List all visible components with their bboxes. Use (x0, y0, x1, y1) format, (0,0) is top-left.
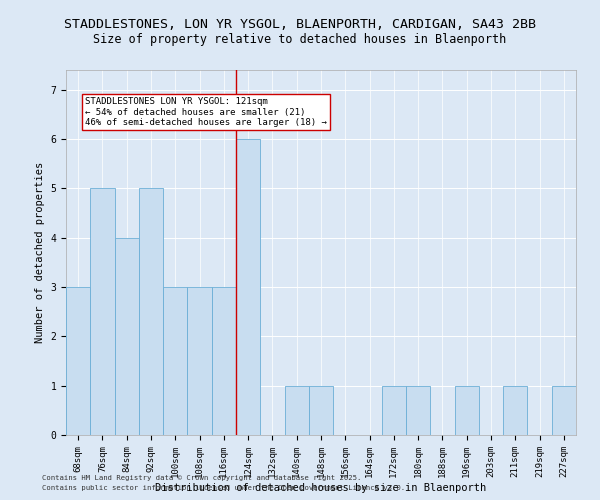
Bar (455, 386, 479, 435)
Y-axis label: Number of detached properties: Number of detached properties (35, 162, 45, 343)
Bar (163, 287, 187, 435)
Bar (236, 139, 260, 435)
Text: Size of property relative to detached houses in Blaenporth: Size of property relative to detached ho… (94, 32, 506, 46)
Bar (309, 386, 333, 435)
Bar (187, 287, 212, 435)
X-axis label: Distribution of detached houses by size in Blaenporth: Distribution of detached houses by size … (155, 482, 487, 492)
Bar (139, 188, 163, 435)
Bar (284, 386, 309, 435)
Bar (382, 386, 406, 435)
Text: STADDLESTONES LON YR YSGOL: 121sqm
← 54% of detached houses are smaller (21)
46%: STADDLESTONES LON YR YSGOL: 121sqm ← 54%… (85, 97, 328, 127)
Bar (552, 386, 576, 435)
Bar (115, 238, 139, 435)
Bar (406, 386, 430, 435)
Bar (212, 287, 236, 435)
Text: STADDLESTONES, LON YR YSGOL, BLAENPORTH, CARDIGAN, SA43 2BB: STADDLESTONES, LON YR YSGOL, BLAENPORTH,… (64, 18, 536, 30)
Bar (90, 188, 115, 435)
Bar (503, 386, 527, 435)
Text: Contains public sector information licensed under the Open Government Licence v3: Contains public sector information licen… (42, 485, 405, 491)
Text: Contains HM Land Registry data © Crown copyright and database right 2025.: Contains HM Land Registry data © Crown c… (42, 475, 361, 481)
Bar (66, 287, 90, 435)
